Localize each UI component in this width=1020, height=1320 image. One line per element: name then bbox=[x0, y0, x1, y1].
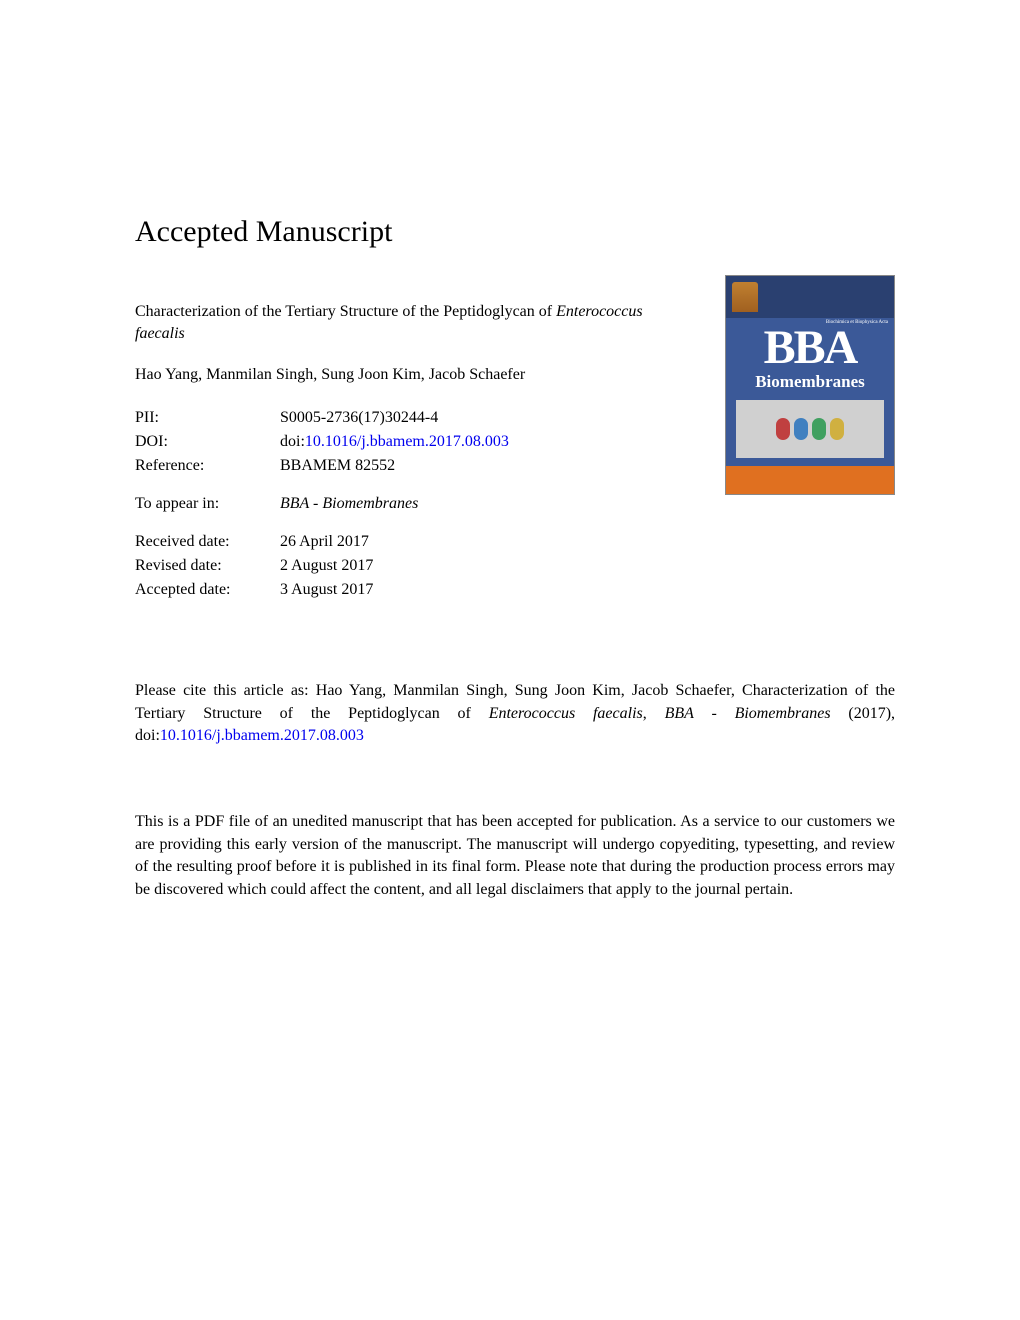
title-text: Characterization of the Tertiary Structu… bbox=[135, 303, 556, 320]
cite-text: , bbox=[643, 705, 665, 722]
protein-shape-icon bbox=[776, 418, 790, 440]
meta-label: Accepted date: bbox=[135, 578, 280, 602]
doi-link[interactable]: 10.1016/j.bbamem.2017.08.003 bbox=[305, 433, 509, 450]
meta-row-received: Received date: 26 April 2017 bbox=[135, 530, 895, 554]
meta-label: To appear in: bbox=[135, 492, 280, 516]
meta-row-revised: Revised date: 2 August 2017 bbox=[135, 554, 895, 578]
meta-label: Revised date: bbox=[135, 554, 280, 578]
elsevier-logo-icon bbox=[732, 282, 758, 312]
cite-species: Enterococcus faecalis bbox=[489, 705, 643, 722]
journal-cover-image: Biochimica et Biophysica Acta BBA Biomem… bbox=[725, 275, 895, 495]
meta-row-appear: To appear in: BBA - Biomembranes bbox=[135, 492, 895, 516]
cite-doi-link[interactable]: 10.1016/j.bbamem.2017.08.003 bbox=[160, 727, 364, 744]
doi-prefix: doi: bbox=[280, 433, 305, 450]
cover-top-band bbox=[726, 276, 894, 318]
content-wrapper: Biochimica et Biophysica Acta BBA Biomem… bbox=[135, 301, 895, 901]
cover-bottom-band bbox=[726, 466, 894, 494]
citation-block: Please cite this article as: Hao Yang, M… bbox=[135, 680, 895, 747]
cover-biomembranes-text: Biomembranes bbox=[726, 372, 894, 392]
cover-bba-text: BBA bbox=[726, 324, 894, 372]
meta-row-accepted: Accepted date: 3 August 2017 bbox=[135, 578, 895, 602]
meta-label: Reference: bbox=[135, 454, 280, 478]
protein-shape-icon bbox=[794, 418, 808, 440]
protein-shape-icon bbox=[830, 418, 844, 440]
article-title: Characterization of the Tertiary Structu… bbox=[135, 301, 655, 344]
meta-value: 26 April 2017 bbox=[280, 530, 895, 554]
protein-shape-icon bbox=[812, 418, 826, 440]
cover-protein-image bbox=[736, 400, 884, 458]
meta-label: PII: bbox=[135, 406, 280, 430]
meta-label: Received date: bbox=[135, 530, 280, 554]
meta-value: 3 August 2017 bbox=[280, 578, 895, 602]
page-heading: Accepted Manuscript bbox=[135, 215, 895, 249]
cite-journal: BBA - Biomembranes bbox=[665, 705, 831, 722]
meta-label: DOI: bbox=[135, 430, 280, 454]
meta-value: BBA - Biomembranes bbox=[280, 492, 895, 516]
disclaimer-text: This is a PDF file of an unedited manusc… bbox=[135, 811, 895, 901]
meta-value: 2 August 2017 bbox=[280, 554, 895, 578]
